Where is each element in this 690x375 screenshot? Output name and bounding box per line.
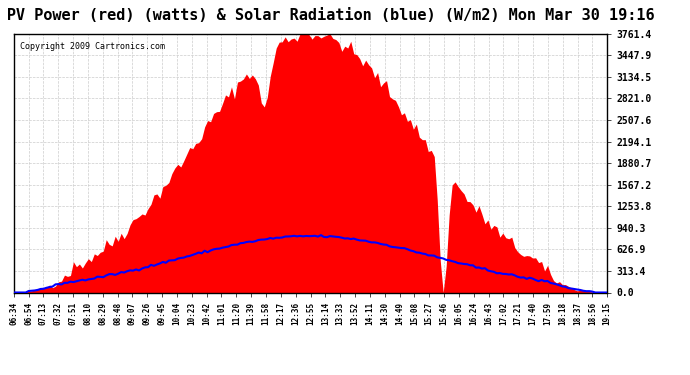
Text: Total PV Power (red) (watts) & Solar Radiation (blue) (W/m2) Mon Mar 30 19:16: Total PV Power (red) (watts) & Solar Rad… [0,8,655,22]
Text: Copyright 2009 Cartronics.com: Copyright 2009 Cartronics.com [20,42,165,51]
